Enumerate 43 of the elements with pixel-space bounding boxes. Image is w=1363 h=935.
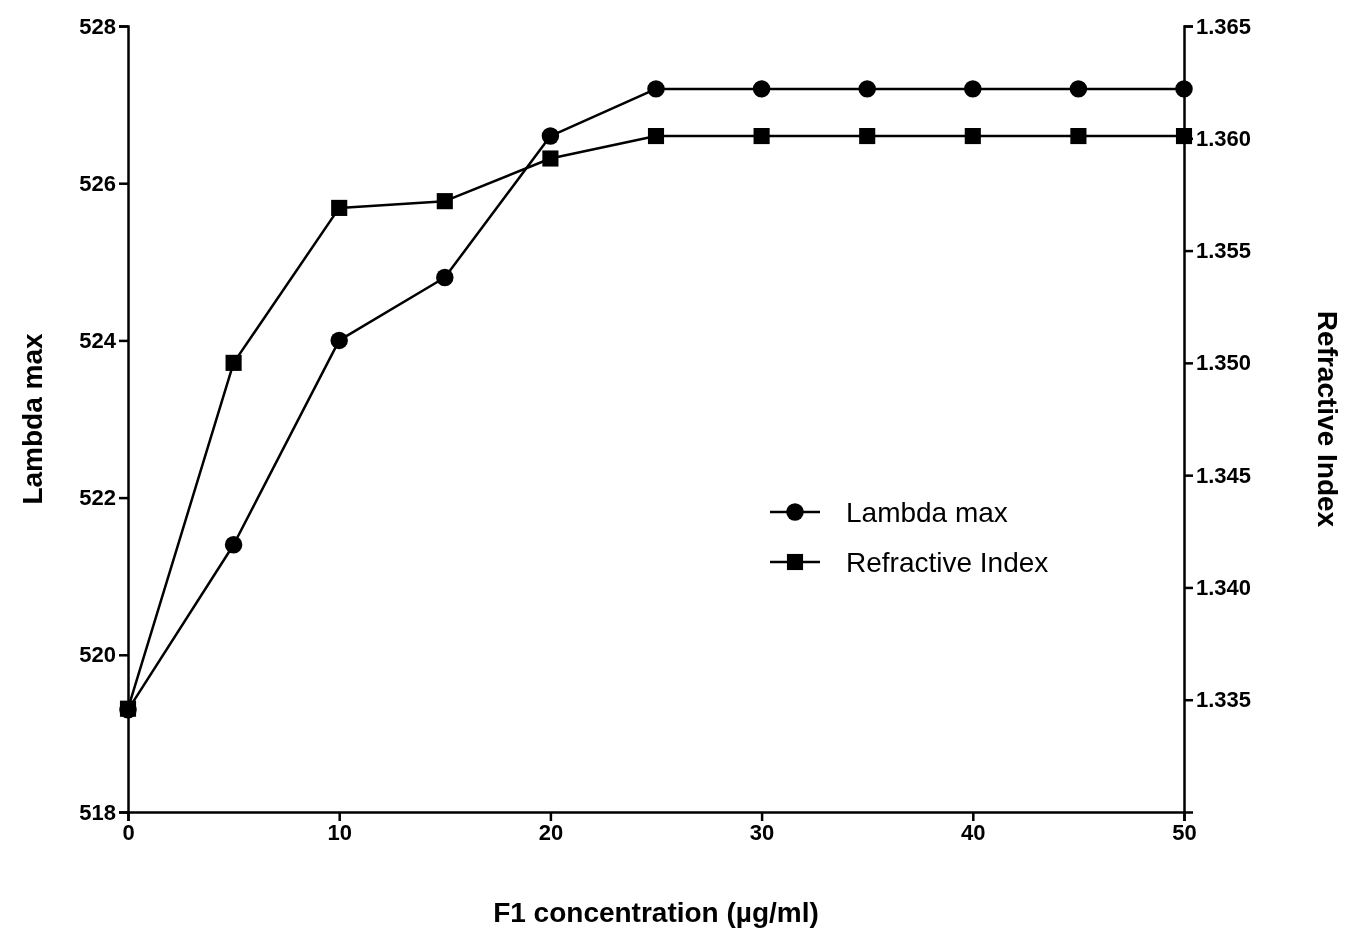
point — [331, 199, 348, 216]
y2-tick-label: 1.365 — [1196, 13, 1252, 39]
point — [224, 536, 243, 554]
y2-tick-label: 1.350 — [1196, 350, 1252, 376]
point — [753, 127, 770, 145]
y-tick-label: 526 — [79, 170, 116, 196]
y-tick-label: 522 — [79, 485, 116, 511]
y-axis-title: Lambda max — [17, 332, 48, 505]
point — [330, 331, 348, 350]
y-tick-label: 528 — [79, 13, 116, 39]
point — [542, 150, 559, 167]
point — [647, 127, 665, 145]
y2-tick-label: 1.335 — [1196, 687, 1252, 713]
legend-label: Lambda max — [846, 497, 1008, 528]
point — [752, 80, 771, 98]
y-tick-label: 520 — [79, 642, 116, 668]
y2-axis-title: Refractive Index — [1312, 310, 1343, 528]
point — [964, 127, 981, 145]
x-tick-label: 30 — [749, 819, 775, 845]
y2-tick-label: 1.360 — [1196, 125, 1252, 151]
y2-tick-label: 1.355 — [1196, 238, 1252, 264]
y2-tick-label: 1.340 — [1196, 574, 1252, 600]
legend-label: Refractive Index — [846, 547, 1049, 578]
point — [1175, 80, 1193, 98]
x-tick-label: 10 — [327, 819, 352, 845]
point — [647, 80, 665, 98]
point — [225, 354, 242, 371]
point — [541, 127, 560, 145]
x-tick-label: 20 — [538, 819, 564, 845]
point — [858, 80, 876, 98]
point — [1069, 80, 1088, 98]
x-axis-title: F1 concentration (µg/ml) — [493, 897, 819, 928]
y2-tick-label: 1.345 — [1196, 462, 1252, 488]
y-tick-label: 524 — [79, 327, 117, 353]
y-tick-label: 518 — [79, 799, 116, 825]
point — [964, 80, 982, 98]
point — [436, 193, 453, 210]
x-tick-label: 50 — [1172, 819, 1197, 845]
x-tick-label: 0 — [122, 819, 135, 845]
x-tick-label: 40 — [961, 819, 986, 845]
point — [859, 127, 876, 145]
point — [1070, 127, 1087, 145]
point — [436, 268, 454, 287]
